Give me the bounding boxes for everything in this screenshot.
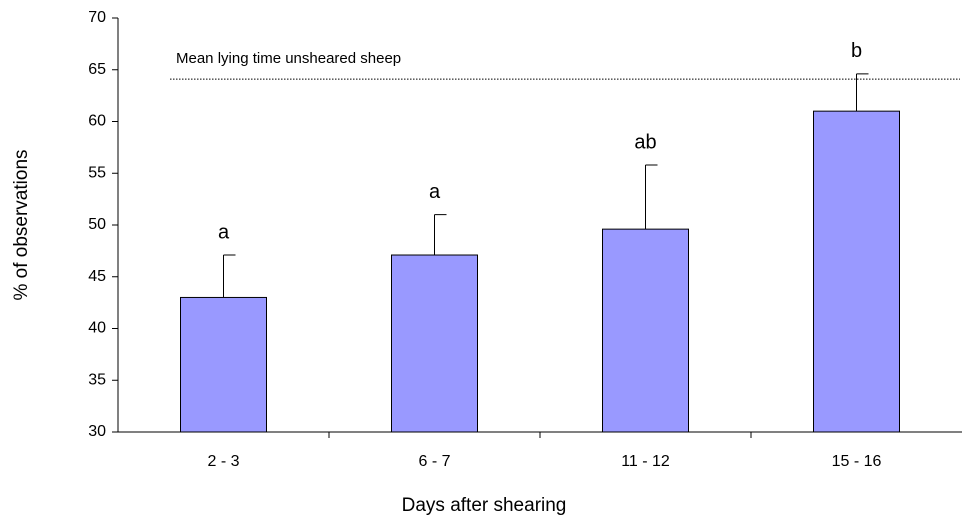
bar xyxy=(813,110,900,433)
annotation: b xyxy=(851,40,862,62)
y-tick-label: 30 xyxy=(88,423,106,440)
bar xyxy=(180,296,267,433)
y-tick-label: 55 xyxy=(88,164,106,181)
annotation: a xyxy=(429,181,441,203)
reference-label: Mean lying time unsheared sheep xyxy=(176,50,401,67)
y-tick-label: 70 xyxy=(88,9,106,26)
error-bar xyxy=(434,214,447,256)
y-tick-label: 40 xyxy=(88,320,106,337)
y-axis-label: % of observations xyxy=(11,149,32,300)
x-tick-label: 11 - 12 xyxy=(621,453,670,470)
error-bar xyxy=(645,164,658,230)
annotation: ab xyxy=(634,131,656,153)
x-tick-label: 6 - 7 xyxy=(418,453,450,470)
y-tick-label: 65 xyxy=(88,61,106,78)
y-tick-label: 50 xyxy=(88,216,106,233)
y-tick-label: 35 xyxy=(88,371,106,388)
annotation: a xyxy=(218,221,230,243)
error-bar xyxy=(856,73,869,112)
x-tick-label: 15 - 16 xyxy=(832,453,882,470)
y-tick-label: 60 xyxy=(88,113,106,130)
y-tick-label: 45 xyxy=(88,268,106,285)
bar xyxy=(391,254,478,433)
error-bar xyxy=(223,254,236,298)
x-tick-label: 2 - 3 xyxy=(207,453,239,470)
bar xyxy=(602,228,689,433)
x-axis-label: Days after shearing xyxy=(402,495,567,516)
